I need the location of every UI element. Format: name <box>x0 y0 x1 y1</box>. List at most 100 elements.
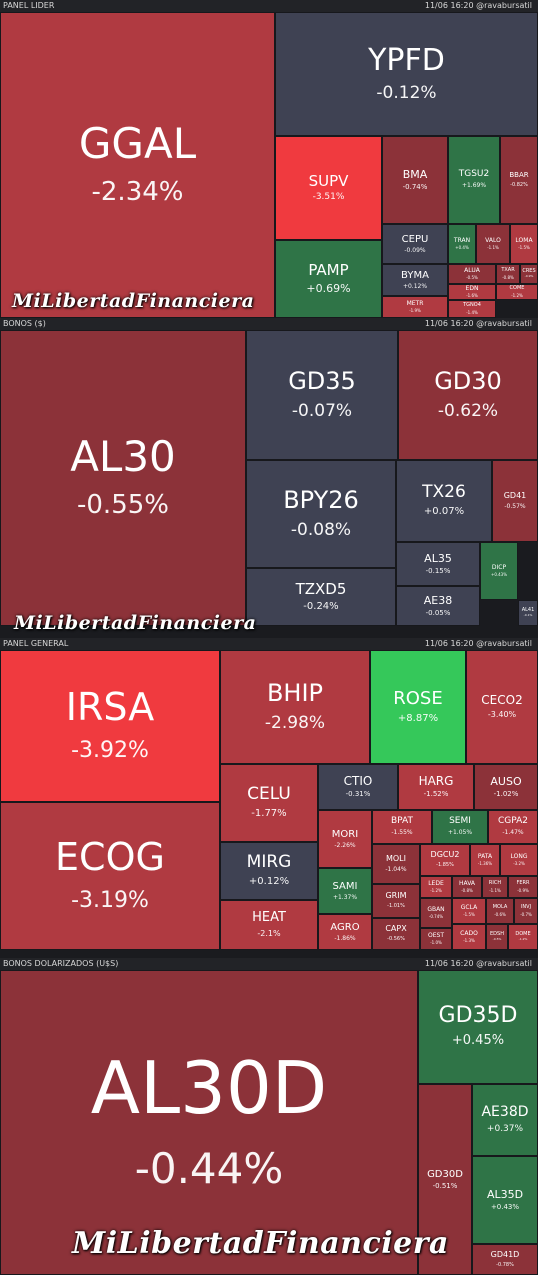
section-header: PANEL LIDER 11/06 16:20 @ravabursatil <box>0 0 538 12</box>
tile-pamp[interactable]: PAMP +0.69% <box>275 240 382 318</box>
tile-gd30d[interactable]: GD30D -0.51% <box>418 1084 472 1275</box>
tile-change: -0.07% <box>291 400 353 421</box>
tile-cepu[interactable]: CEPU -0.09% <box>382 224 448 264</box>
tile-mola[interactable]: MOLA -0.6% <box>486 898 514 924</box>
tile-symbol: GD30D <box>427 1168 463 1180</box>
tile-ctio[interactable]: CTIO -0.31% <box>318 764 398 810</box>
tile-ferr[interactable]: FERR -0.9% <box>508 876 538 898</box>
tile-symbol: BHIP <box>266 679 324 708</box>
tile-gd35[interactable]: GD35 -0.07% <box>246 330 398 460</box>
tile-valo[interactable]: VALO -1.1% <box>476 224 510 264</box>
tile-ecog[interactable]: ECOG -3.19% <box>0 802 220 950</box>
tile-bbar[interactable]: BBAR -0.82% <box>500 136 538 224</box>
tile-gd41[interactable]: GD41 -0.57% <box>492 460 538 542</box>
tile-tx26[interactable]: TX26 +0.07% <box>396 460 492 542</box>
tile-txar[interactable]: TXAR -0.8% <box>496 264 520 284</box>
tile-tgsu2[interactable]: TGSU2 +1.69% <box>448 136 500 224</box>
tile-bma[interactable]: BMA -0.74% <box>382 136 448 224</box>
tile-dome[interactable]: DOME -1.2% <box>508 924 538 950</box>
tile-pata[interactable]: PATA -1.36% <box>470 844 500 876</box>
tile-change: -0.78% <box>496 1261 514 1268</box>
tile-rich[interactable]: RICH -1.1% <box>482 876 508 898</box>
tile-al30d[interactable]: AL30D -0.44% <box>0 970 418 1275</box>
tile-rose[interactable]: ROSE +8.87% <box>370 650 466 764</box>
tile-gd41d[interactable]: GD41D -0.78% <box>472 1244 538 1275</box>
tile-ae38d[interactable]: AE38D +0.37% <box>472 1084 538 1156</box>
tile-ae38[interactable]: AE38 -0.05% <box>396 586 480 626</box>
tile-long[interactable]: LONG -3.2% <box>500 844 538 876</box>
tile-invj[interactable]: INVJ -0.7% <box>514 898 538 924</box>
tile-symbol: BMA <box>402 167 428 181</box>
tile-edn[interactable]: EDN -1.6% <box>448 284 496 300</box>
tile-dgcu2[interactable]: DGCU2 -1.85% <box>420 844 470 876</box>
tile-gcla[interactable]: GCLA -1.5% <box>452 898 486 924</box>
tile-al35[interactable]: AL35 -0.15% <box>396 542 480 586</box>
tile-symbol: AL30D <box>90 1046 328 1131</box>
tile-tgno4[interactable]: TGNO4 -1.4% <box>448 300 496 318</box>
tile-grim[interactable]: GRIM -1.01% <box>372 884 420 918</box>
section-title: BONOS ($) <box>3 319 46 328</box>
tile-hava[interactable]: HAVA -0.8% <box>452 876 482 898</box>
tile-supv[interactable]: SUPV -3.51% <box>275 136 382 240</box>
tile-ggal[interactable]: GGAL -2.34% <box>0 12 275 318</box>
tile-celu[interactable]: CELU -1.77% <box>220 764 318 842</box>
tile-tzxd5[interactable]: TZXD5 -0.24% <box>246 568 396 626</box>
tile-change: -1.02% <box>493 789 519 798</box>
tile-change: -0.74% <box>402 182 428 191</box>
tile-bhip[interactable]: BHIP -2.98% <box>220 650 370 764</box>
tile-symbol: GGAL <box>78 119 197 169</box>
tile-al35d[interactable]: AL35D +0.43% <box>472 1156 538 1244</box>
tile-metr[interactable]: METR -1.9% <box>382 296 448 318</box>
tile-come[interactable]: COME -1.2% <box>496 284 538 300</box>
tile-cres[interactable]: CRES -0.9% <box>520 264 538 284</box>
tile-gd35d[interactable]: GD35D +0.45% <box>418 970 538 1084</box>
tile-alua[interactable]: ALUA -0.5% <box>448 264 496 284</box>
tile-loma[interactable]: LOMA -1.5% <box>510 224 538 264</box>
tile-capx[interactable]: CAPX -0.56% <box>372 918 420 950</box>
tile-bpat[interactable]: BPAT -1.55% <box>372 810 432 844</box>
section-title: BONOS DOLARIZADOS (U$S) <box>3 959 119 968</box>
tile-symbol: AGRO <box>330 921 360 933</box>
tile-symbol: LEDE <box>428 879 444 887</box>
tile-mirg[interactable]: MIRG +0.12% <box>220 842 318 900</box>
tile-tran[interactable]: TRAN +0.4% <box>448 224 476 264</box>
tile-al30[interactable]: AL30 -0.55% <box>0 330 246 626</box>
tile-agro[interactable]: AGRO -1.86% <box>318 914 372 950</box>
tile-auso[interactable]: AUSO -1.02% <box>474 764 538 810</box>
tile-harg[interactable]: HARG -1.52% <box>398 764 474 810</box>
tile-al41[interactable]: AL41 -0.1% <box>518 600 538 626</box>
tile-symbol: DOME <box>515 930 531 937</box>
tile-bpy26[interactable]: BPY26 -0.08% <box>246 460 396 568</box>
tile-change: -0.1% <box>523 613 533 618</box>
tile-cado[interactable]: CADO -1.3% <box>452 924 486 950</box>
tile-symbol: CADO <box>460 929 478 937</box>
tile-cgpa2[interactable]: CGPA2 -1.47% <box>488 810 538 844</box>
tile-gd30[interactable]: GD30 -0.62% <box>398 330 538 460</box>
tile-symbol: GBAN <box>427 905 445 913</box>
tile-dicp[interactable]: DICP +0.43% <box>480 542 518 600</box>
tile-symbol: TZXD5 <box>295 579 347 598</box>
tile-change: -1.5% <box>463 912 475 918</box>
tile-heat[interactable]: HEAT -2.1% <box>220 900 318 950</box>
tile-symbol: BPY26 <box>283 486 359 515</box>
tile-change: -3.2% <box>513 861 525 867</box>
tile-change: -1.4% <box>466 309 478 315</box>
tile-gban[interactable]: GBAN -0.74% <box>420 898 452 928</box>
tile-lede[interactable]: LEDE -1.2% <box>420 876 452 898</box>
tile-change: -0.57% <box>504 502 526 510</box>
tile-change: -0.5% <box>492 937 502 942</box>
tile-ypfd[interactable]: YPFD -0.12% <box>275 12 538 136</box>
tile-mori[interactable]: MORI -2.26% <box>318 810 372 868</box>
tile-moli[interactable]: MOLI -1.04% <box>372 844 420 884</box>
panel-general-section: PANEL GENERAL 11/06 16:20 @ravabursatil … <box>0 638 538 958</box>
tile-symbol: TX26 <box>422 482 466 503</box>
tile-byma[interactable]: BYMA +0.12% <box>382 264 448 296</box>
tile-change: -1.01% <box>387 903 405 910</box>
tile-ceco2[interactable]: CECO2 -3.40% <box>466 650 538 764</box>
tile-edsh[interactable]: EDSH -0.5% <box>486 924 508 950</box>
tile-oest[interactable]: OEST -1.0% <box>420 928 452 950</box>
tile-symbol: AL35D <box>486 1187 524 1201</box>
tile-sami[interactable]: SAMI +1.37% <box>318 868 372 914</box>
tile-irsa[interactable]: IRSA -3.92% <box>0 650 220 802</box>
tile-semi[interactable]: SEMI +1.05% <box>432 810 488 844</box>
